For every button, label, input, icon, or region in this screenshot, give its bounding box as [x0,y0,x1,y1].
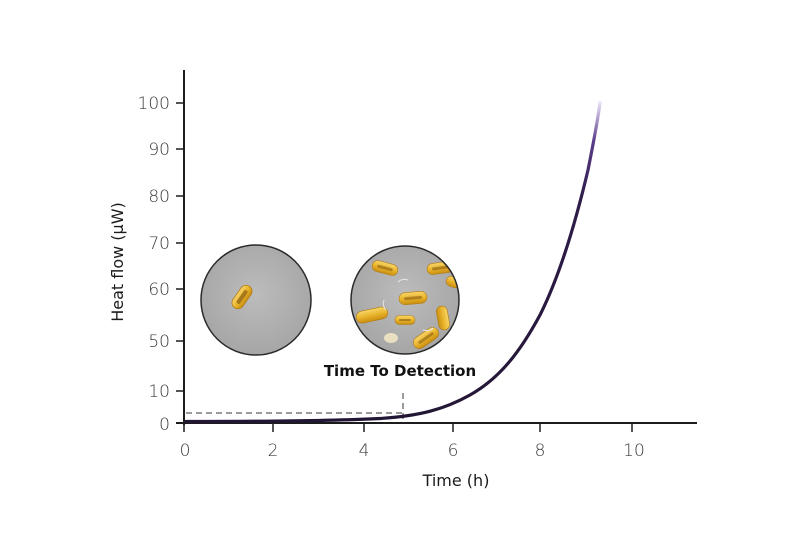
y-axis-ticks [176,102,184,392]
x-tick-6: 6 [448,441,459,461]
y-axis-tick-labels: 100 90 80 70 60 50 10 0 [138,94,170,435]
y-tick-50: 50 [148,332,170,352]
y-axis-title: Heat flow (μW) [108,202,127,322]
x-axis-ticks [183,423,633,432]
detection-threshold [186,393,404,420]
y-tick-0: 0 [159,415,170,435]
y-tick-90: 90 [148,140,170,160]
y-tick-60: 60 [148,280,170,300]
x-tick-0: 0 [180,441,191,461]
y-tick-70: 70 [148,234,170,254]
multiplied-bacteria-inset [350,245,460,355]
heat-flow-curve [184,101,602,424]
x-tick-8: 8 [535,441,546,461]
x-tick-10: 10 [623,441,645,461]
y-tick-100: 100 [138,94,170,114]
y-tick-10: 10 [148,382,170,402]
single-bacterium-inset [200,244,312,356]
x-axis-title: Time (h) [422,471,490,490]
x-axis-tick-labels: 0 2 4 6 8 10 [180,441,645,461]
y-tick-80: 80 [148,187,170,207]
time-to-detection-label: Time To Detection [324,362,476,380]
axes [176,70,697,425]
x-tick-2: 2 [268,441,279,461]
x-tick-4: 4 [359,441,370,461]
